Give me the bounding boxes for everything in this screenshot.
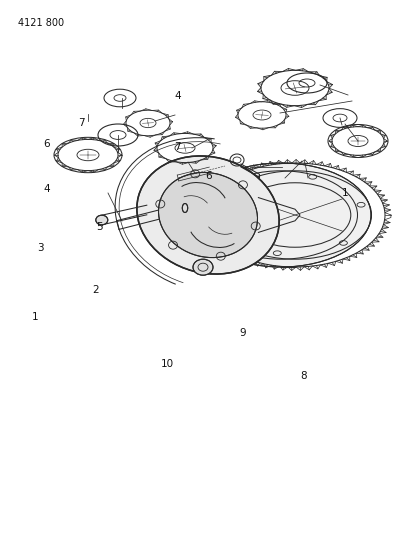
Text: 7: 7	[78, 118, 85, 127]
Text: 5: 5	[97, 222, 103, 231]
Text: 3: 3	[38, 243, 44, 253]
Ellipse shape	[193, 259, 213, 275]
Text: 7: 7	[174, 142, 181, 151]
Text: 4: 4	[174, 91, 181, 101]
Text: 8: 8	[301, 371, 307, 381]
Text: 1: 1	[31, 312, 38, 322]
Text: 1: 1	[341, 188, 348, 198]
Text: 9: 9	[239, 328, 246, 338]
Text: 6: 6	[44, 139, 50, 149]
Text: 2: 2	[93, 286, 99, 295]
Ellipse shape	[96, 215, 108, 225]
Ellipse shape	[158, 172, 257, 257]
Text: 10: 10	[161, 359, 174, 368]
Ellipse shape	[191, 163, 371, 267]
Text: 6: 6	[205, 171, 211, 181]
Ellipse shape	[182, 204, 188, 213]
Text: 4: 4	[44, 184, 50, 194]
Ellipse shape	[137, 156, 279, 274]
Text: 4121 800: 4121 800	[18, 18, 64, 28]
